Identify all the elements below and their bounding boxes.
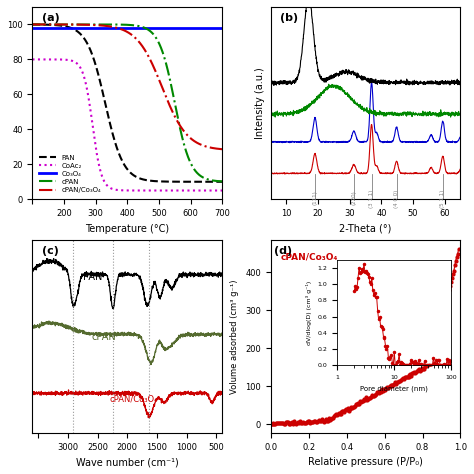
- Text: (111): (111): [312, 190, 318, 205]
- Legend: PAN, CoAc₂, Co₃O₄, cPAN, cPAN/Co₃O₄: PAN, CoAc₂, Co₃O₄, cPAN, cPAN/Co₃O₄: [36, 152, 104, 196]
- Text: cPAN/Co₃O₄: cPAN/Co₃O₄: [280, 253, 337, 262]
- Text: cPAN: cPAN: [92, 332, 117, 342]
- Text: (3 1 1): (3 1 1): [369, 190, 374, 209]
- X-axis label: Relative pressure (P/P₀): Relative pressure (P/P₀): [308, 457, 423, 467]
- Y-axis label: Volume adsorbed (cm³ g⁻¹): Volume adsorbed (cm³ g⁻¹): [230, 279, 239, 394]
- Text: (c): (c): [42, 246, 59, 256]
- X-axis label: Wave number (cm⁻¹): Wave number (cm⁻¹): [76, 457, 179, 467]
- Text: (5 1 1): (5 1 1): [440, 190, 445, 209]
- X-axis label: 2-Theta (°): 2-Theta (°): [339, 224, 392, 234]
- Text: (d): (d): [274, 246, 292, 256]
- Text: PAN: PAN: [83, 272, 102, 282]
- Text: cPAN/Co₃O₄: cPAN/Co₃O₄: [109, 394, 158, 403]
- Text: (4 0 0): (4 0 0): [394, 190, 399, 209]
- Text: (a): (a): [42, 13, 60, 23]
- Y-axis label: Intensity (a.u.): Intensity (a.u.): [255, 67, 265, 139]
- Text: (220): (220): [351, 190, 356, 205]
- Text: (b): (b): [280, 13, 298, 23]
- X-axis label: Temperature (°C): Temperature (°C): [85, 224, 169, 234]
